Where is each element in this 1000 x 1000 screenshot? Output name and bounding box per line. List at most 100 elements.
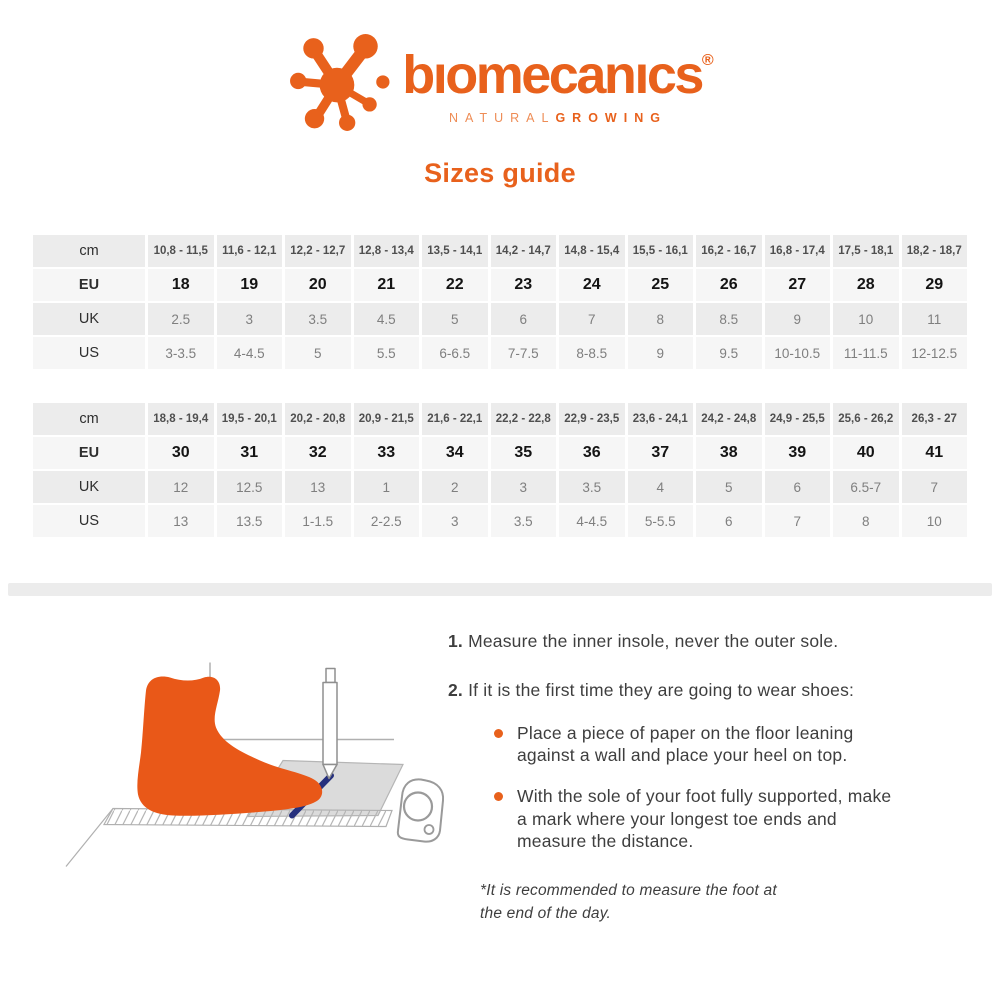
bullet-item: Place a piece of paper on the floor lean… [494,722,902,767]
measuring-tape-icon [396,778,445,843]
floor-hatching [65,807,393,867]
size-cell: 7 [764,505,830,537]
bullet-item: With the sole of your foot fully support… [494,785,902,852]
size-cell: 19,5 - 20,1 [216,403,282,435]
size-cell: 34 [422,437,488,469]
size-cell: 15,5 - 16,1 [627,235,693,267]
size-cell: 5 [285,337,351,369]
size-cell: 2.5 [148,303,214,335]
size-cell: 7 [901,471,967,503]
instruction-bullets: Place a piece of paper on the floor lean… [494,722,978,853]
size-cell: 26,3 - 27 [901,403,967,435]
row-label-cm: cm [33,403,145,435]
size-cell: 20,9 - 21,5 [353,403,419,435]
size-cell: 6 [490,303,556,335]
bullet-dot-icon [494,728,503,738]
size-cell: 10 [833,303,899,335]
pen-icon [322,667,338,780]
size-cell: 22 [422,269,488,301]
size-cell: 8 [627,303,693,335]
size-cell: 16,2 - 16,7 [696,235,762,267]
size-cell: 2-2.5 [353,505,419,537]
instruction-item-1: 1. Measure the inner insole, never the o… [448,630,978,653]
size-cell: 26 [696,269,762,301]
instruction-2-number: 2. [448,679,463,700]
brand-name-text: bıomecanıcs [402,45,704,105]
size-cell: 40 [833,437,899,469]
row-label-us: US [33,337,145,369]
size-cell: 9.5 [696,337,762,369]
size-cell: 14,2 - 14,7 [490,235,556,267]
size-row-uk: UK 12 12.5 13 1 2 3 3.5 4 5 6 6.5-7 7 [33,471,967,503]
size-cell: 36 [559,437,625,469]
size-cell: 8 [833,505,899,537]
size-cell: 22,2 - 22,8 [490,403,556,435]
size-row-cm: cm 18,8 - 19,4 19,5 - 20,1 20,2 - 20,8 20,9 … [33,403,967,435]
size-cell: 9 [764,303,830,335]
brand-word-column: bıomecanıcs® NATURALGROWING [402,48,713,125]
size-cell: 39 [764,437,830,469]
size-cell: 12.5 [216,471,282,503]
size-cell: 14,8 - 15,4 [559,235,625,267]
brand-tagline: NATURALGROWING [449,111,667,125]
footnote: *It is recommended to measure the foot a… [480,882,777,922]
size-cell: 5-5.5 [627,505,693,537]
size-cell: 5 [422,303,488,335]
size-cell: 12,8 - 13,4 [353,235,419,267]
tagline-natural: NATURAL [449,111,556,125]
size-cell: 23,6 - 24,1 [627,403,693,435]
size-cell: 18,2 - 18,7 [901,235,967,267]
section-divider [8,583,992,596]
size-cell: 27 [764,269,830,301]
size-cell: 8-8.5 [559,337,625,369]
size-cell: 24 [559,269,625,301]
tagline-growing: GROWING [555,111,667,125]
size-cell: 29 [901,269,967,301]
brand-wordmark: bıomecanıcs® [402,48,713,102]
size-cell: 8.5 [696,303,762,335]
size-cell: 25 [627,269,693,301]
size-cell: 3 [490,471,556,503]
size-cell: 37 [627,437,693,469]
size-cell: 20,2 - 20,8 [285,403,351,435]
size-cell: 7-7.5 [490,337,556,369]
instruction-1-text: Measure the inner insole, never the oute… [468,631,839,651]
row-label-eu: EU [33,269,145,301]
instruction-2-text: If it is the first time they are going t… [468,679,855,700]
size-cell: 10,8 - 11,5 [148,235,214,267]
foot-silhouette [137,676,323,816]
size-cell: 41 [901,437,967,469]
size-cell: 28 [833,269,899,301]
size-row-us: US 3-3.5 4-4.5 5 5.5 6-6.5 7-7.5 8-8.5 9 9.5 10-10… [33,337,967,369]
size-cell: 3.5 [490,505,556,537]
splat-molecule-icon [290,34,390,131]
size-cell: 7 [559,303,625,335]
bullet-text: With the sole of your foot fully support… [517,786,892,852]
size-cell: 21 [353,269,419,301]
size-row-eu: EU 18 19 20 21 22 23 24 25 26 27 28 29 [33,269,967,301]
size-cell: 13,5 - 14,1 [422,235,488,267]
size-cell: 6 [764,471,830,503]
size-cell: 9 [627,337,693,369]
size-cell: 1 [353,471,419,503]
size-cell: 12-12.5 [901,337,967,369]
bullet-text: Place a piece of paper on the floor lean… [517,722,854,765]
row-label-cm: cm [33,235,145,267]
size-cell: 19 [216,269,282,301]
size-cell: 23 [490,269,556,301]
size-cell: 4 [627,471,693,503]
size-cell: 32 [285,437,351,469]
size-cell: 16,8 - 17,4 [764,235,830,267]
size-cell: 21,6 - 22,1 [422,403,488,435]
registered-mark: ® [701,52,714,69]
size-cell: 24,9 - 25,5 [764,403,830,435]
size-cell: 31 [216,437,282,469]
page-title: Sizes guide [424,158,576,188]
row-label-us: US [33,505,145,537]
size-row-us: US 13 13.5 1-1.5 2-2.5 3 3.5 4-4.5 5-5.5 6 7 8 10 [33,505,967,537]
bullet-dot-icon [494,792,503,802]
size-cell: 13.5 [216,505,282,537]
size-table-eu-30-41: cm 18,8 - 19,4 19,5 - 20,1 20,2 - 20,8 20,9 … [30,401,970,539]
size-cell: 17,5 - 18,1 [833,235,899,267]
how-to-measure-section: 1. Measure the inner insole, never the o… [0,622,1000,925]
